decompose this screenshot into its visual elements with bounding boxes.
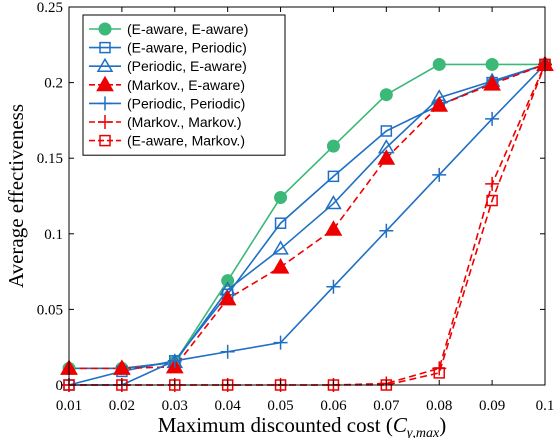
data-point <box>430 96 449 112</box>
x-axis-label: Maximum discounted cost (Cγ,max) <box>158 413 446 438</box>
data-point <box>485 57 499 71</box>
x-tick-label: 0.06 <box>320 398 347 414</box>
x-tick-label: 0.08 <box>426 398 452 414</box>
x-tick-label: 0.02 <box>109 398 135 414</box>
data-point <box>380 125 393 137</box>
data-point <box>99 134 111 147</box>
data-point <box>99 41 111 54</box>
legend: (E-aware, E-aware) (E-aware, Periodic) (Pe… <box>82 14 286 156</box>
legend-item: (Periodic, Periodic) <box>89 95 245 111</box>
plot-frame <box>68 6 546 386</box>
data-point <box>98 115 112 129</box>
data-point <box>220 344 235 359</box>
y-tick-label: 0.05 <box>37 302 63 318</box>
series-line-periodic-periodic <box>69 63 546 386</box>
legend-label: (Periodic, E-aware) <box>127 58 247 74</box>
data-point <box>98 96 112 111</box>
x-tick-label: 0.04 <box>215 398 242 414</box>
legend-label: (E-aware, Periodic) <box>127 40 247 56</box>
y-tick-label: 0.15 <box>37 151 63 167</box>
data-point <box>486 194 498 207</box>
data-point <box>274 191 288 205</box>
y-tick-label: 0.25 <box>37 0 63 16</box>
data-point <box>485 111 500 126</box>
data-point <box>325 195 342 210</box>
legend-label: (E-aware, E-aware) <box>127 21 248 37</box>
data-point <box>324 220 343 236</box>
y-tick-label: 0 <box>56 378 64 394</box>
legend-label: (Markov., E-aware) <box>127 77 245 93</box>
data-point <box>485 176 500 191</box>
data-point <box>113 359 131 375</box>
data-point <box>271 258 290 274</box>
data-point <box>167 353 182 368</box>
legend-item: (Periodic, E-aware) <box>89 57 247 74</box>
data-point <box>432 167 447 182</box>
data-point <box>433 367 445 379</box>
legend-label: (E-aware, Markov.) <box>127 133 245 149</box>
legend-item: (E-aware, Periodic) <box>89 40 247 56</box>
x-tick-label: 0.05 <box>267 398 293 414</box>
data-point <box>98 22 112 36</box>
y-tick-label: 0.2 <box>44 76 63 92</box>
data-point <box>379 223 394 238</box>
legend-label: (Periodic, Periodic) <box>127 95 245 111</box>
data-point <box>221 274 235 288</box>
data-point <box>326 279 341 294</box>
data-point <box>432 57 446 71</box>
data-point <box>272 240 289 255</box>
x-tick-label: 0.07 <box>373 398 400 414</box>
axis-ticks <box>68 6 546 386</box>
data-point <box>327 170 340 183</box>
legend-label: (Markov., Markov.) <box>127 114 242 130</box>
series-line-markov-e-aware <box>69 63 546 370</box>
data-point <box>273 335 288 350</box>
y-tick-labels: 0 0.05 0.1 0.15 0.2 0.25 <box>37 0 63 394</box>
data-point <box>218 289 237 306</box>
legend-item: (E-aware, E-aware) <box>89 21 248 37</box>
legend-item: (E-aware, Markov.) <box>89 133 245 149</box>
x-tick-label: 0.03 <box>162 398 188 414</box>
data-point <box>96 57 114 72</box>
legend-item: (Markov., E-aware) <box>89 75 245 93</box>
legend-item: (Markov., Markov.) <box>89 114 242 130</box>
data-point <box>483 75 501 91</box>
x-tick-label: 0.1 <box>536 398 555 414</box>
x-tick-label: 0.09 <box>479 398 505 414</box>
data-point <box>379 88 393 102</box>
x-tick-labels: 0.01 0.02 0.03 0.04 0.05 0.06 0.07 0.08 0.09 0.1 <box>56 398 555 414</box>
y-axis-label: Average effectiveness <box>4 104 28 288</box>
data-point <box>377 149 396 165</box>
data-point <box>326 139 340 153</box>
data-point <box>96 75 114 92</box>
data-point <box>274 217 287 229</box>
series-line-periodic-e-aware <box>69 63 546 370</box>
x-tick-label: 0.01 <box>56 398 82 414</box>
y-tick-label: 0.1 <box>44 227 63 243</box>
